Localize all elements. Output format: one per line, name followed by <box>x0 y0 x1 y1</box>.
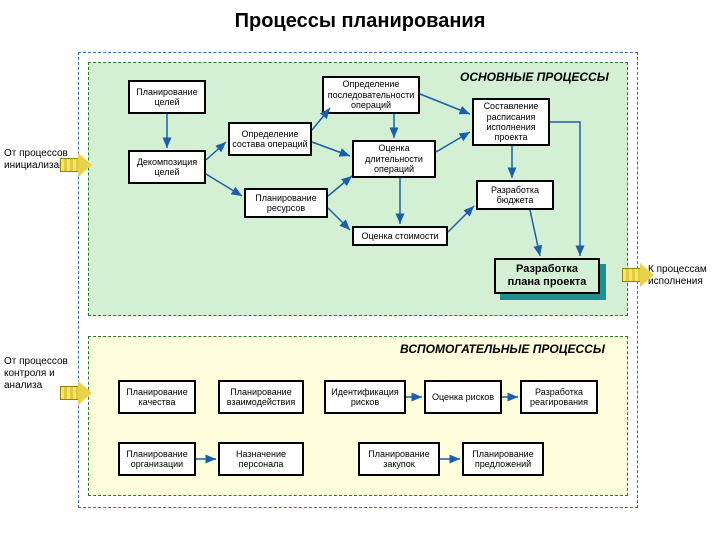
node-def-seq: Определениепоследовательностиопераций <box>322 76 420 114</box>
big-arrow-left-top <box>60 158 80 172</box>
node-proposals: Планированиепредложений <box>462 442 544 476</box>
big-arrow-left-bottom <box>60 386 80 400</box>
node-interaction: Планированиевзаимодействия <box>218 380 304 414</box>
big-arrow-left-top-head <box>78 153 92 177</box>
big-arrow-right-head <box>640 263 654 287</box>
label-to-exec: К процессамисполнения <box>648 264 718 288</box>
node-risk-id: Идентификациярисков <box>324 380 406 414</box>
node-budget: Разработкабюджета <box>476 180 554 210</box>
node-plan-goals: Планированиецелей <box>128 80 206 114</box>
node-personnel: Назначениеперсонала <box>218 442 304 476</box>
node-procure: Планированиезакупок <box>358 442 440 476</box>
page-title: Процессы планирования <box>0 0 720 39</box>
node-quality: Планированиекачества <box>118 380 196 414</box>
node-response: Разработкареагирования <box>520 380 598 414</box>
node-est-cost: Оценка стоимости <box>352 226 448 246</box>
node-decomp-goals: Декомпозицияцелей <box>128 150 206 184</box>
node-plan-project: Разработкаплана проекта <box>494 258 600 294</box>
node-est-dur: Оценкадлительностиопераций <box>352 140 436 178</box>
node-risk-eval: Оценка рисков <box>424 380 502 414</box>
aux-zone-title: ВСПОМОГАТЕЛЬНЫЕ ПРОЦЕССЫ <box>400 342 605 356</box>
node-org: Планированиеорганизации <box>118 442 196 476</box>
node-plan-res: Планированиересурсов <box>244 188 328 218</box>
big-arrow-right <box>622 268 642 282</box>
main-zone-title: ОСНОВНЫЕ ПРОЦЕССЫ <box>460 70 609 84</box>
big-arrow-left-bottom-head <box>78 381 92 405</box>
node-def-ops: Определениесостава операций <box>228 122 312 156</box>
node-schedule: Составлениерасписанияисполненияпроекта <box>472 98 550 146</box>
